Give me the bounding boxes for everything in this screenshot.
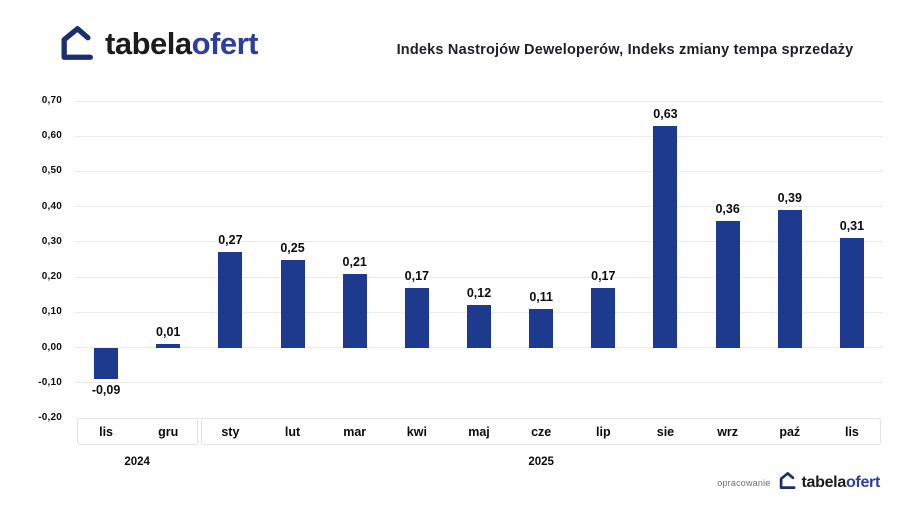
y-tick-label: 0,50 (41, 165, 62, 177)
bar (404, 287, 429, 348)
bar-value-label: 0,27 (218, 233, 243, 248)
bar-value-label: 0,39 (777, 191, 802, 206)
bar (218, 252, 243, 348)
footer-caption: opracowanie (717, 478, 771, 488)
month-axis-box (76, 418, 198, 445)
month-label: kwi (406, 425, 427, 439)
bar-value-label: 0,36 (715, 201, 740, 216)
y-tick-label: -0,20 (38, 412, 62, 423)
gridline (75, 206, 883, 208)
y-tick-label: 0,30 (41, 235, 62, 247)
logo-text-blue: ofert (845, 474, 880, 491)
month-label: wrz (717, 425, 739, 439)
gridline (75, 276, 883, 278)
chart-title: Indeks Nastrojów Deweloperów, Indeks zmi… (396, 42, 854, 58)
month-label: sie (656, 425, 675, 439)
y-tick-label: 0,10 (41, 306, 62, 318)
y-tick-label: -0,10 (38, 376, 62, 388)
logo-text-black: tabela (105, 25, 192, 61)
bar (467, 305, 491, 348)
bar-value-label: 0,25 (280, 240, 305, 255)
y-tick-label: 0,20 (41, 271, 62, 283)
y-tick-label: 0,00 (41, 341, 62, 353)
gridline (75, 382, 883, 384)
month-label: gru (158, 425, 179, 439)
logo-text-blue: ofert (191, 25, 259, 61)
header-logo-text: tabelaofert (105, 25, 259, 61)
month-label: lut (284, 425, 301, 439)
bar-value-label: 0,31 (839, 219, 865, 234)
month-label: lis (844, 425, 859, 439)
bar-value-label: 0,01 (156, 325, 181, 340)
bar (342, 273, 367, 348)
month-label: paź (779, 425, 801, 439)
header-logo: tabelaofert (58, 24, 259, 62)
y-tick-label: 0,70 (41, 95, 62, 106)
bar-value-label: 0,12 (466, 286, 492, 301)
bar-value-label: 0,63 (653, 106, 678, 121)
bar (653, 125, 678, 348)
month-label: lis (99, 425, 114, 439)
house-logo-icon (778, 471, 797, 495)
logo-text-black: tabela (801, 474, 846, 491)
bar (777, 210, 802, 348)
bar-value-label: 0,17 (591, 268, 616, 283)
y-tick-label: 0,40 (41, 200, 62, 212)
bar (94, 347, 119, 380)
year-label: 2025 (528, 456, 554, 468)
house-logo-icon (58, 24, 96, 62)
bar (591, 287, 616, 348)
bar (280, 259, 305, 348)
bar (715, 220, 740, 348)
month-label: cze (531, 425, 552, 439)
y-tick-label: 0,60 (41, 130, 62, 142)
bar-value-label: 0,21 (342, 254, 367, 269)
bar (529, 308, 554, 348)
gridline (75, 241, 883, 243)
bar-value-label: -0,09 (91, 383, 121, 398)
month-label: maj (468, 425, 490, 439)
month-label: sty (221, 425, 240, 439)
footer-credit: opracowanie tabelaofert (717, 471, 880, 495)
bar-value-label: 0,11 (529, 289, 553, 304)
month-label: mar (343, 425, 367, 439)
footer-logo: tabelaofert (778, 471, 880, 495)
month-axis-box (200, 418, 882, 445)
month-label: lip (596, 425, 611, 439)
gridline (75, 100, 883, 102)
bar (156, 344, 181, 348)
bar-value-label: 0,17 (404, 268, 430, 283)
bar (839, 238, 864, 348)
footer-logo-text: tabelaofert (801, 475, 880, 491)
gridline (75, 135, 883, 137)
gridline (75, 347, 883, 349)
year-label: 2024 (124, 456, 150, 468)
gridline (75, 170, 883, 172)
